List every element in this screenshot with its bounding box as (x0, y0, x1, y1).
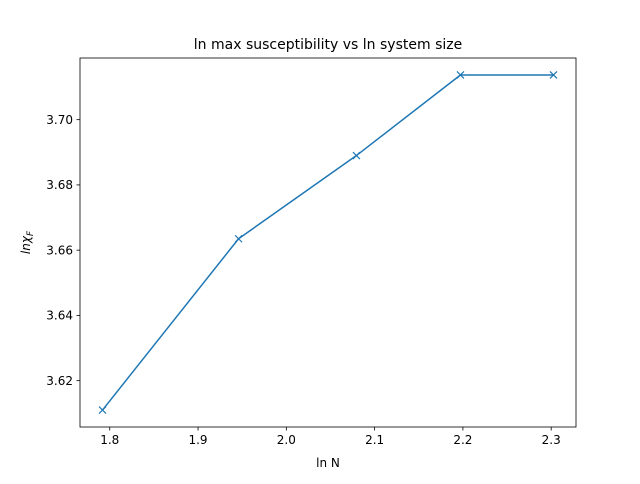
x-tick-label-0: 1.8 (100, 433, 119, 447)
y-axis-label-main: lnχ (19, 235, 33, 254)
x-tick-label-1: 1.9 (188, 433, 207, 447)
series-0-point-2 (352, 151, 361, 160)
y-tick-label-3: 3.68 (46, 178, 73, 192)
y-tick-label-0: 3.62 (46, 374, 73, 388)
x-tick-label-3: 2.1 (365, 433, 384, 447)
series-0-point-1 (234, 234, 243, 243)
y-axis-label-sub: F (26, 230, 36, 236)
series-0-point-4 (549, 71, 558, 79)
chart-title: ln max susceptibility vs ln system size (194, 37, 462, 53)
series-0-point-0 (98, 406, 107, 414)
x-tick-label-4: 2.2 (453, 433, 472, 447)
plot-area: 1.8 1.9 2.0 2.1 2.2 2.3 3.62 3.64 3.66 3.68 3.70 (46, 71, 561, 447)
y-tick-label-4: 3.70 (46, 113, 73, 127)
x-tick-label-5: 2.3 (542, 433, 561, 447)
axes-frame (79, 57, 577, 428)
x-tick-label-2: 2.0 (277, 433, 296, 447)
y-axis-label: lnχF (19, 230, 36, 254)
x-axis-label: ln N (316, 456, 340, 470)
series-0-point-3 (456, 71, 465, 79)
y-tick-label-1: 3.64 (46, 309, 73, 323)
y-tick-label-2: 3.66 (46, 243, 73, 257)
